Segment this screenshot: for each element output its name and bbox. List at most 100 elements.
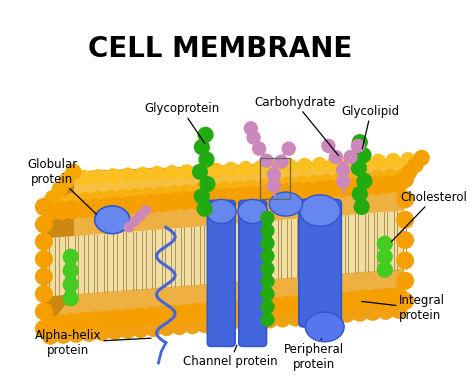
Circle shape — [306, 175, 322, 191]
Circle shape — [301, 309, 316, 325]
Circle shape — [357, 171, 373, 187]
Circle shape — [244, 187, 261, 204]
Circle shape — [277, 184, 295, 201]
Circle shape — [357, 173, 372, 189]
Circle shape — [55, 327, 71, 343]
Circle shape — [344, 151, 357, 163]
Circle shape — [319, 174, 335, 190]
Circle shape — [59, 173, 74, 188]
Circle shape — [261, 211, 274, 224]
Circle shape — [115, 190, 131, 205]
Circle shape — [397, 191, 413, 208]
Circle shape — [379, 176, 396, 194]
Circle shape — [194, 140, 209, 154]
Polygon shape — [46, 158, 422, 207]
Ellipse shape — [238, 199, 267, 223]
Circle shape — [356, 290, 374, 308]
Circle shape — [42, 203, 59, 220]
Circle shape — [166, 186, 182, 201]
Circle shape — [367, 289, 385, 307]
Circle shape — [197, 201, 212, 216]
Circle shape — [128, 189, 144, 204]
Circle shape — [210, 189, 228, 207]
Text: Integral
protein: Integral protein — [362, 294, 445, 322]
Circle shape — [261, 237, 274, 250]
FancyBboxPatch shape — [239, 200, 266, 346]
Circle shape — [204, 183, 220, 199]
Circle shape — [36, 268, 52, 285]
Circle shape — [267, 179, 280, 192]
Circle shape — [352, 161, 366, 175]
Circle shape — [179, 185, 195, 201]
Circle shape — [87, 199, 104, 217]
Circle shape — [223, 315, 239, 331]
Circle shape — [390, 288, 407, 305]
Circle shape — [378, 303, 393, 319]
Circle shape — [159, 320, 174, 335]
Circle shape — [150, 166, 164, 180]
Circle shape — [327, 157, 341, 171]
Circle shape — [260, 154, 273, 167]
Circle shape — [199, 152, 214, 167]
Circle shape — [311, 294, 329, 312]
Circle shape — [332, 173, 347, 189]
Circle shape — [277, 297, 295, 314]
Circle shape — [141, 206, 150, 215]
Circle shape — [254, 161, 267, 175]
Circle shape — [255, 298, 273, 316]
Circle shape — [268, 178, 284, 194]
Circle shape — [146, 320, 161, 336]
Text: CELL MEMBRANE: CELL MEMBRANE — [88, 35, 353, 63]
Circle shape — [94, 324, 110, 340]
Circle shape — [266, 298, 284, 315]
Circle shape — [339, 306, 355, 322]
Circle shape — [397, 171, 413, 187]
Circle shape — [397, 252, 413, 269]
Circle shape — [98, 311, 115, 329]
Circle shape — [141, 188, 156, 203]
Circle shape — [136, 211, 145, 221]
Circle shape — [377, 262, 392, 277]
Circle shape — [136, 167, 149, 181]
Circle shape — [329, 151, 342, 163]
Circle shape — [288, 310, 303, 326]
Circle shape — [103, 191, 118, 206]
Text: Carbohydrate: Carbohydrate — [255, 96, 338, 156]
Circle shape — [397, 272, 413, 289]
Circle shape — [261, 275, 274, 288]
Circle shape — [247, 131, 260, 144]
Circle shape — [36, 303, 52, 320]
Circle shape — [106, 169, 120, 183]
Circle shape — [143, 195, 160, 212]
Circle shape — [289, 183, 306, 201]
Circle shape — [36, 216, 52, 232]
Circle shape — [42, 315, 59, 333]
Circle shape — [267, 168, 280, 181]
Circle shape — [401, 153, 415, 167]
Circle shape — [244, 299, 261, 317]
Circle shape — [192, 184, 208, 199]
Circle shape — [365, 305, 381, 320]
Circle shape — [165, 193, 182, 210]
Circle shape — [367, 177, 385, 194]
Ellipse shape — [95, 206, 130, 234]
Circle shape — [239, 162, 253, 175]
Circle shape — [192, 165, 208, 179]
Circle shape — [68, 326, 84, 342]
Circle shape — [243, 180, 258, 196]
Circle shape — [154, 307, 172, 324]
Circle shape — [62, 171, 76, 185]
Text: Channel protein: Channel protein — [183, 345, 278, 368]
Circle shape — [172, 319, 187, 334]
Circle shape — [312, 158, 326, 171]
Circle shape — [77, 192, 93, 208]
Circle shape — [131, 196, 149, 213]
Circle shape — [370, 170, 386, 186]
Circle shape — [352, 305, 368, 321]
Circle shape — [262, 312, 277, 328]
Polygon shape — [46, 172, 73, 329]
Circle shape — [109, 310, 127, 327]
Circle shape — [198, 127, 213, 142]
Circle shape — [77, 170, 91, 184]
Circle shape — [386, 154, 400, 168]
